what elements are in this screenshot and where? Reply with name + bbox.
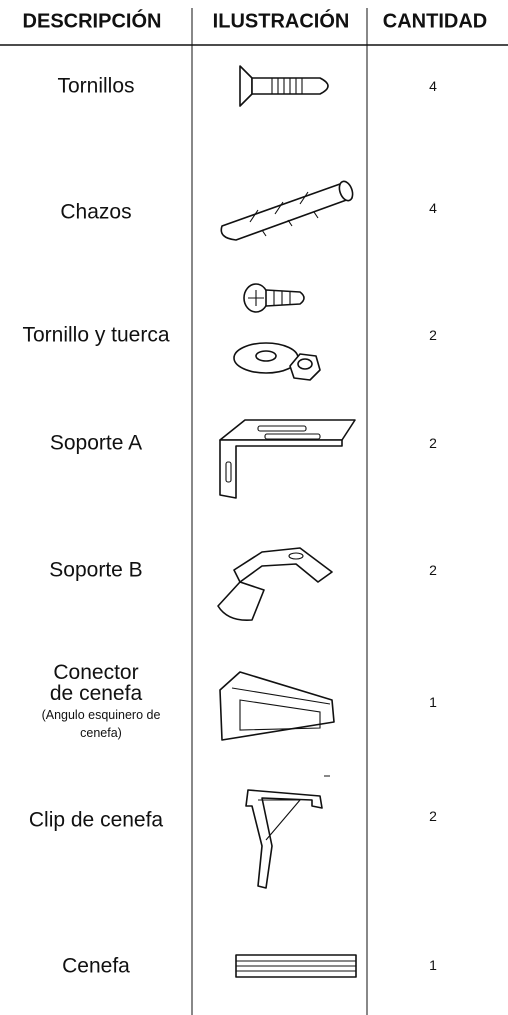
screw-icon (239, 65, 329, 107)
header-cell: DESCRIPCIÓN (22, 10, 162, 33)
quantity: 4 (429, 200, 437, 216)
quantity: 2 (429, 808, 437, 824)
anchor-icon (220, 180, 354, 241)
description: Cenefa (62, 954, 130, 978)
quantity: 2 (429, 435, 437, 451)
description: Soporte A (49, 431, 143, 455)
description: Tornillo y tuerca (22, 323, 170, 347)
description: Chazos (60, 200, 132, 224)
valance-icon (235, 954, 357, 978)
quantity: 1 (429, 694, 437, 710)
description-note: (Angulo esquinero de cenefa) (41, 708, 161, 740)
quantity: 2 (429, 327, 437, 343)
description: Tornillos (57, 74, 135, 98)
quantity: 4 (429, 78, 437, 94)
clip-icon (245, 775, 330, 889)
connector-icon (219, 671, 335, 741)
description-cell: Conector de cenefa (Angulo esquinero de … (41, 661, 161, 742)
description: Soporte B (49, 558, 143, 582)
header-cell: ILUSTRACIÓN (212, 10, 350, 33)
quantity: 1 (429, 957, 437, 973)
description: Conector de cenefa (49, 661, 143, 705)
header-cell: CANTIDAD (382, 10, 488, 33)
bolt-nut-icon (233, 283, 321, 381)
bracket-a-icon (219, 419, 356, 499)
bracket-b-icon (217, 547, 333, 622)
quantity: 2 (429, 562, 437, 578)
description: Clip de cenefa (28, 808, 164, 832)
